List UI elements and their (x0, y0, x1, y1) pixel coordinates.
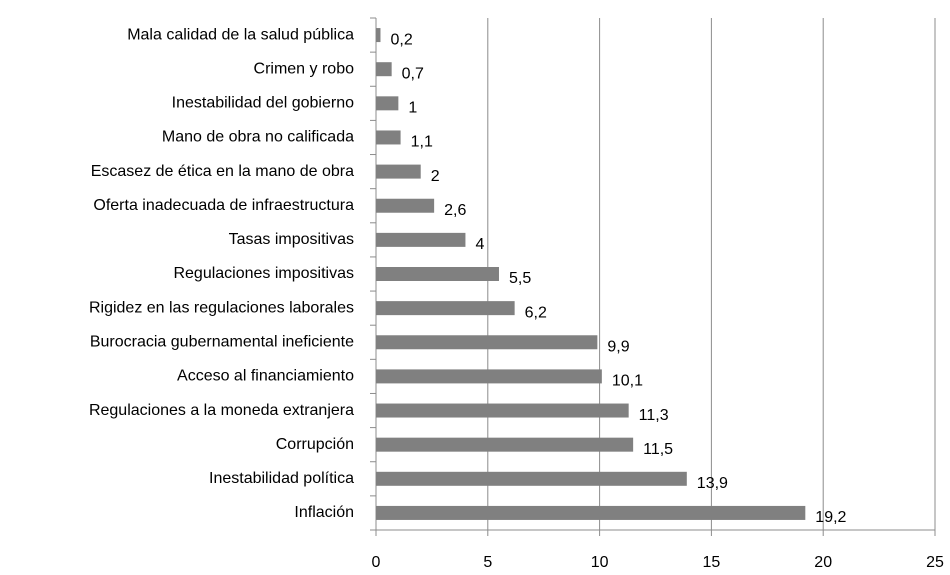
y-tick-label: Regulaciones a la moneda extranjera (89, 402, 354, 419)
value-label: 4 (475, 236, 484, 253)
value-label: 5,5 (509, 270, 531, 287)
bar (376, 369, 602, 384)
x-tick-label: 25 (926, 554, 944, 571)
bar (376, 403, 629, 418)
bar (376, 130, 401, 145)
y-tick-label: Inestabilidad política (209, 470, 354, 487)
bar (376, 28, 381, 43)
bar (376, 232, 466, 247)
y-tick-label: Mano de obra no calificada (162, 129, 354, 146)
value-label: 2,6 (444, 202, 466, 219)
value-label: 19,2 (815, 509, 846, 526)
bar (376, 335, 598, 350)
y-tick-label: Inflación (294, 504, 354, 521)
y-tick-label: Rigidez en las regulaciones laborales (89, 299, 354, 316)
x-tick-label: 0 (372, 554, 381, 571)
y-tick-label: Regulaciones impositivas (173, 265, 354, 282)
x-tick-label: 20 (814, 554, 832, 571)
bar (376, 198, 435, 213)
value-label: 0,7 (402, 65, 424, 82)
bar (376, 301, 515, 316)
y-tick-label: Oferta inadecuada de infraestructura (93, 197, 354, 214)
bar (376, 471, 687, 486)
x-tick-label: 15 (703, 554, 721, 571)
y-tick-label: Acceso al financiamiento (177, 368, 354, 385)
value-label: 10,1 (612, 373, 643, 390)
bar (376, 96, 399, 111)
value-label: 0,2 (390, 31, 412, 48)
bar (376, 505, 806, 520)
y-tick-label: Burocracia gubernamental ineficiente (90, 333, 354, 350)
value-label: 11,3 (639, 407, 669, 424)
y-tick-label: Tasas impositivas (229, 231, 354, 248)
y-tick-label: Inestabilidad del gobierno (172, 95, 354, 112)
bar (376, 267, 499, 281)
y-tick-label: Crimen y robo (254, 60, 355, 77)
value-label: 1 (408, 100, 417, 117)
bar (376, 62, 392, 77)
x-tick-label: 5 (483, 554, 492, 571)
y-tick-label: Corrupción (276, 436, 354, 453)
value-label: 6,2 (525, 304, 547, 321)
y-tick-label: Mala calidad de la salud pública (127, 26, 354, 43)
bar (376, 164, 421, 179)
y-tick-label: Escasez de ética en la mano de obra (91, 163, 354, 180)
value-label: 9,9 (607, 338, 629, 355)
value-label: 2 (431, 168, 440, 185)
bar (376, 437, 634, 452)
value-label: 13,9 (697, 475, 728, 492)
value-label: 1,1 (411, 134, 433, 151)
value-label: 11,5 (643, 441, 673, 458)
x-tick-label: 10 (591, 554, 609, 571)
